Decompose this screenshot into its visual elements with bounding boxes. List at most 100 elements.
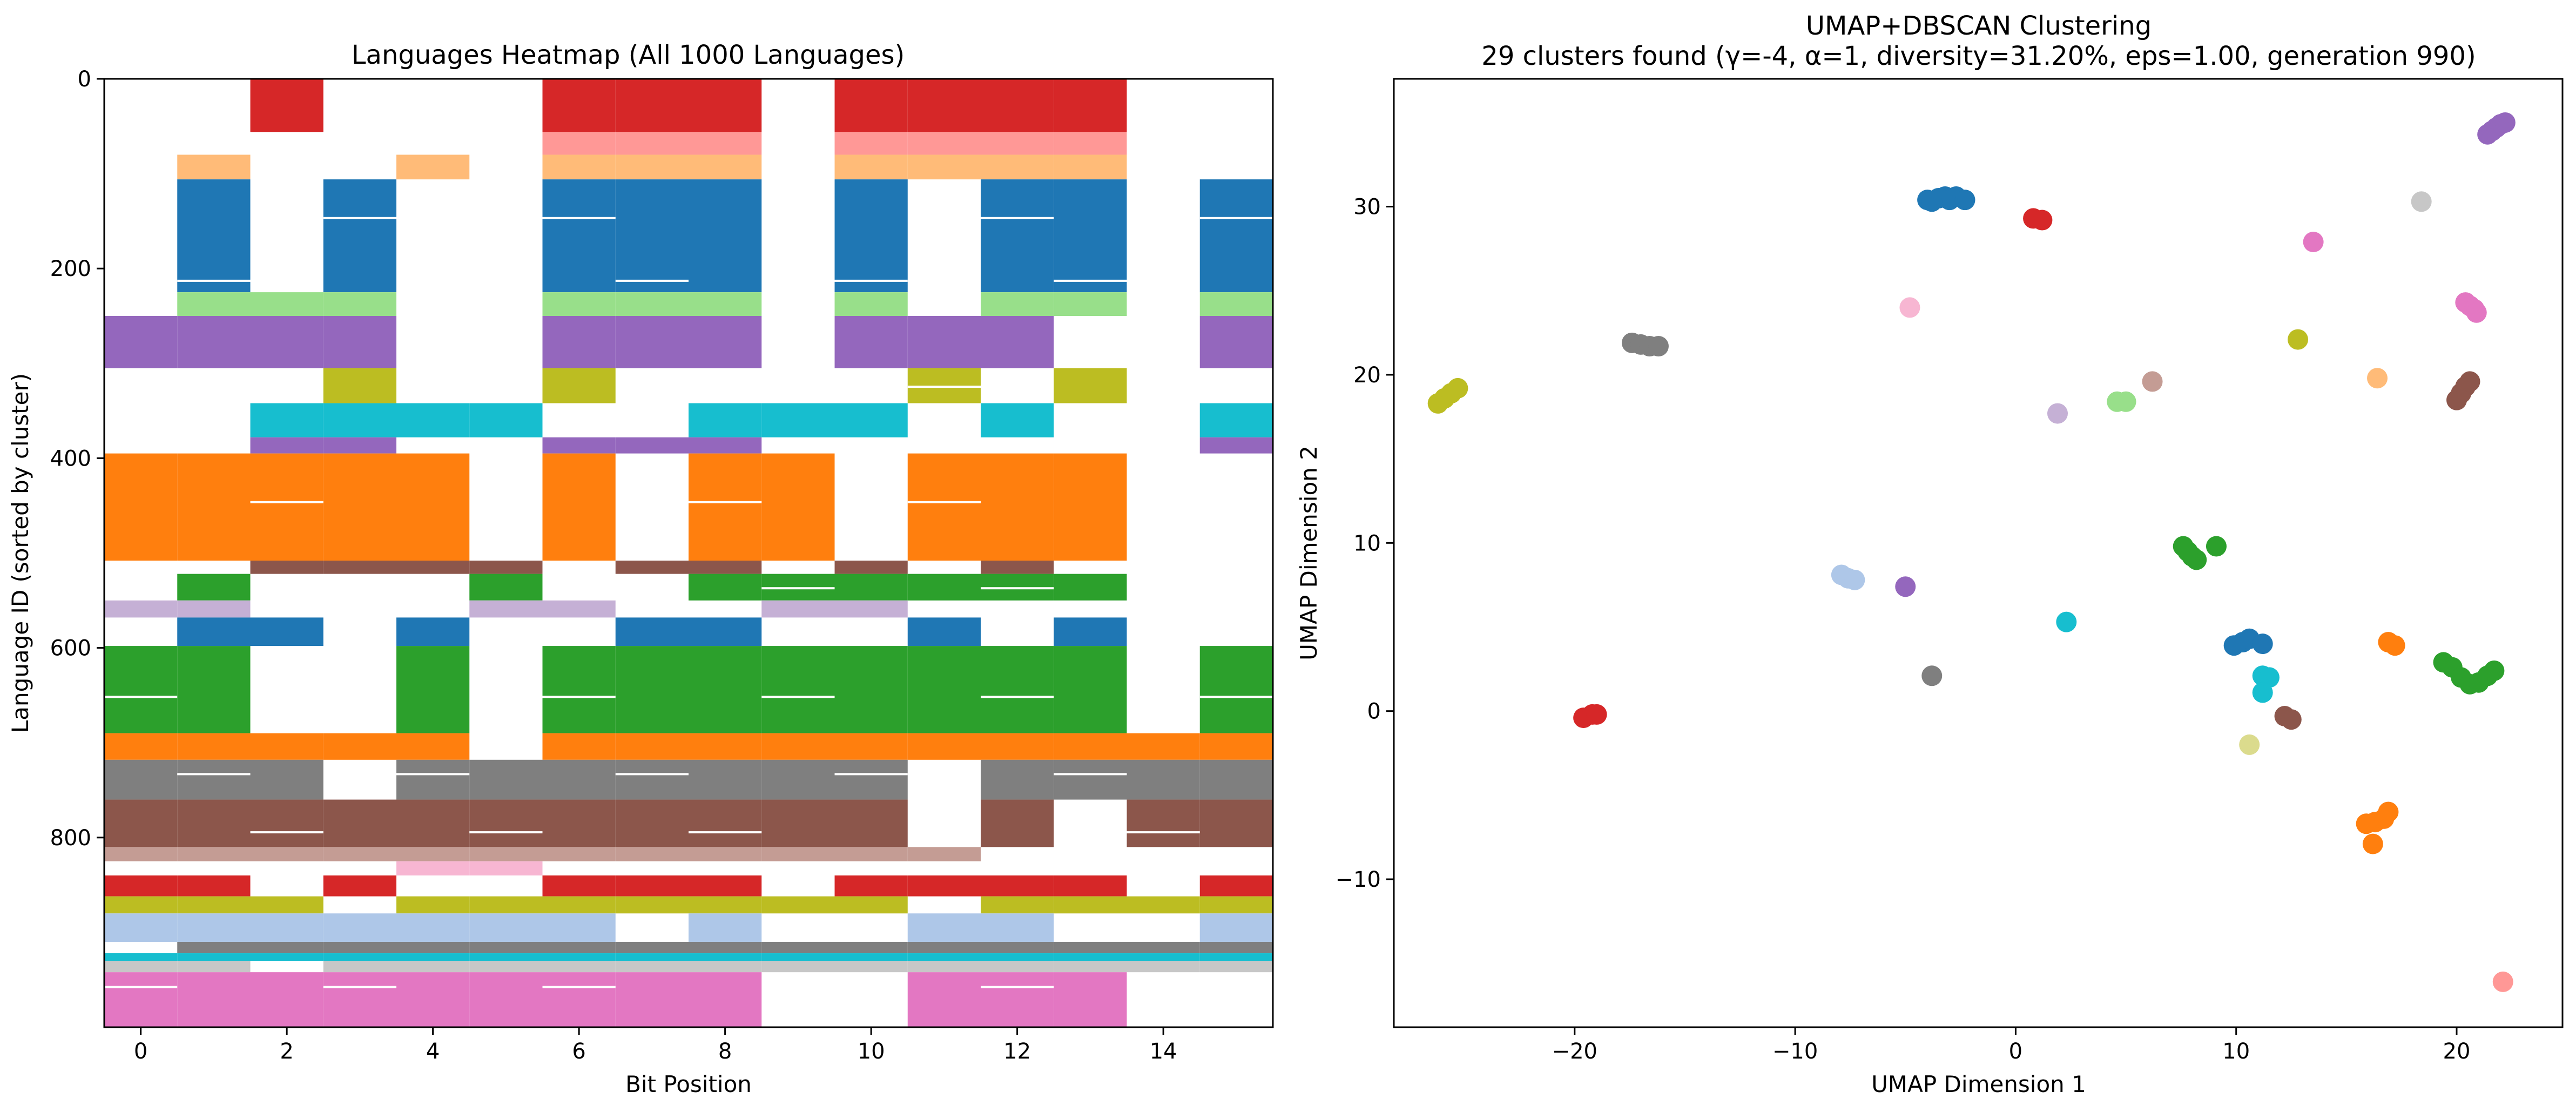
- heatmap-cell: [177, 896, 251, 914]
- heatmap-cell: [981, 79, 1054, 132]
- heatmap-cell: [1127, 733, 1200, 760]
- heatmap-cell: [323, 316, 396, 368]
- heatmap-cell: [177, 292, 251, 316]
- heatmap-cell: [689, 759, 762, 800]
- heatmap-cell: [981, 561, 1054, 574]
- heatmap-cell: [542, 799, 616, 847]
- heatmap-cell: [177, 316, 251, 368]
- heatmap-cell: [981, 961, 1054, 973]
- heatmap-cell: [250, 847, 323, 861]
- heatmap-x-tick-label: 10: [858, 1039, 885, 1064]
- heatmap-cell: [834, 961, 908, 973]
- heatmap-cell: [104, 847, 178, 861]
- heatmap-cell: [104, 799, 178, 847]
- heatmap-cell: [104, 972, 178, 1027]
- heatmap-cell: [542, 847, 616, 861]
- heatmap-cell: [177, 875, 251, 897]
- heatmap-cell: [1054, 733, 1127, 760]
- heatmap-cell: [177, 154, 251, 180]
- heatmap-cell: [981, 453, 1054, 561]
- heatmap-x-tick-label: 14: [1150, 1039, 1177, 1064]
- heatmap-cell: [689, 972, 762, 1027]
- heatmap-cell: [689, 896, 762, 914]
- scatter-point: [1586, 704, 1607, 725]
- heatmap-x-tick-label: 2: [280, 1039, 293, 1064]
- heatmap-cell: [396, 453, 470, 561]
- heatmap-y-tick-label: 600: [50, 636, 91, 661]
- heatmap-gap: [761, 587, 835, 590]
- heatmap-cell: [1127, 896, 1200, 914]
- heatmap-gap: [615, 279, 689, 282]
- scatter-point: [2288, 329, 2309, 350]
- heatmap-cell: [177, 453, 251, 561]
- heatmap-cell: [615, 646, 689, 733]
- heatmap-x-ticks: 0 2 4 6 8 10 12 14: [134, 1027, 1177, 1064]
- scatter-point: [2206, 536, 2227, 557]
- heatmap-cell: [1199, 875, 1273, 897]
- heatmap-cell: [615, 759, 689, 800]
- heatmap-cell: [761, 961, 835, 973]
- heatmap-cell: [542, 316, 616, 368]
- scatter-point: [2492, 971, 2513, 992]
- heatmap-cell: [761, 733, 835, 760]
- heatmap-cell: [615, 437, 689, 454]
- heatmap-cell: [104, 896, 178, 914]
- heatmap-cell: [1199, 403, 1273, 437]
- heatmap-cell: [323, 961, 396, 973]
- heatmap-y-tick-label: 200: [50, 257, 91, 281]
- heatmap-cell: [761, 799, 835, 847]
- heatmap-cell: [396, 941, 470, 954]
- heatmap-gap: [981, 986, 1054, 988]
- heatmap-cell: [250, 972, 323, 1027]
- heatmap-cell: [177, 179, 251, 293]
- heatmap-cell: [396, 847, 470, 861]
- heatmap-y-ticks: 0 200 400 600 800: [50, 67, 104, 851]
- heatmap-cell: [542, 368, 616, 403]
- heatmap-cell: [834, 733, 908, 760]
- heatmap-cell: [981, 972, 1054, 1027]
- heatmap-cell: [177, 759, 251, 800]
- heatmap-gap: [177, 279, 251, 282]
- heatmap-cell: [323, 799, 396, 847]
- heatmap-cell: [981, 875, 1054, 897]
- heatmap-cell: [396, 646, 470, 733]
- scatter-point: [1954, 190, 1975, 211]
- heatmap-cell: [542, 953, 616, 961]
- heatmap-cell: [761, 941, 835, 954]
- heatmap-cell: [177, 972, 251, 1027]
- heatmap-cell: [250, 913, 323, 942]
- scatter-point: [2459, 371, 2480, 392]
- heatmap-cell: [907, 79, 981, 132]
- heatmap-cell: [542, 941, 616, 954]
- heatmap-cell: [177, 847, 251, 861]
- heatmap-cell: [1199, 437, 1273, 454]
- heatmap-cell: [689, 733, 762, 760]
- heatmap-cell: [250, 292, 323, 316]
- heatmap-cell: [396, 896, 470, 914]
- heatmap-cell: [615, 316, 689, 368]
- heatmap-cell: [981, 953, 1054, 961]
- scatter-point: [2362, 833, 2383, 854]
- heatmap-cell: [834, 953, 908, 961]
- heatmap-cell: [177, 941, 251, 954]
- heatmap-cell: [323, 437, 396, 454]
- heatmap-cell: [907, 961, 981, 973]
- heatmap-cell: [834, 600, 908, 618]
- heatmap-cell: [1054, 953, 1127, 961]
- scatter-point: [1921, 191, 1943, 212]
- heatmap-cell: [542, 972, 616, 1027]
- heatmap-cell: [104, 875, 178, 897]
- heatmap-cell: [907, 953, 981, 961]
- heatmap-gap: [396, 773, 470, 776]
- scatter-point: [2494, 112, 2516, 133]
- heatmap-cell: [177, 617, 251, 646]
- heatmap-cell: [1054, 646, 1127, 733]
- heatmap-gap: [689, 501, 762, 503]
- heatmap-x-tick-label: 8: [718, 1039, 732, 1064]
- heatmap-cell: [761, 953, 835, 961]
- heatmap-cell: [177, 733, 251, 760]
- heatmap-cell: [615, 179, 689, 293]
- heatmap-cell: [177, 646, 251, 733]
- heatmap-cell: [761, 453, 835, 561]
- heatmap-gap: [323, 986, 396, 988]
